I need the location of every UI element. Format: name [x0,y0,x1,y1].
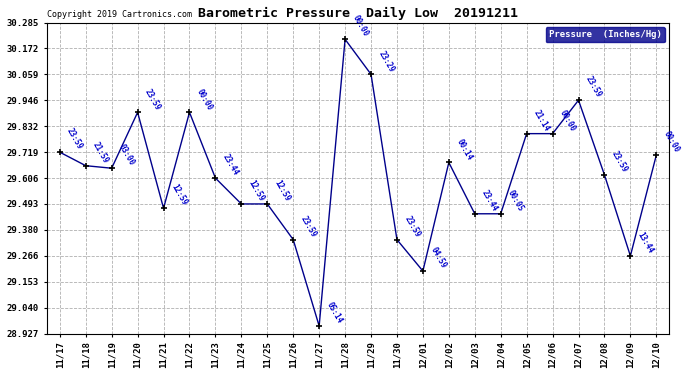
Text: 00:00: 00:00 [558,108,578,133]
Text: 05:14: 05:14 [325,301,344,325]
Text: 12:59: 12:59 [169,183,188,207]
Title: Barometric Pressure  Daily Low  20191211: Barometric Pressure Daily Low 20191211 [198,7,518,20]
Text: 23:59: 23:59 [66,127,85,152]
Text: 23:59: 23:59 [610,150,629,174]
Text: 04:59: 04:59 [428,246,448,270]
Text: 23:59: 23:59 [143,87,163,112]
Legend: Pressure  (Inches/Hg): Pressure (Inches/Hg) [546,27,664,42]
Text: 23:44: 23:44 [221,153,240,177]
Text: 00:05: 00:05 [506,189,526,213]
Text: 23:59: 23:59 [299,214,318,239]
Text: 21:14: 21:14 [532,108,551,133]
Text: 12:59: 12:59 [273,178,292,203]
Text: 03:00: 03:00 [117,143,137,167]
Text: Copyright 2019 Cartronics.com: Copyright 2019 Cartronics.com [47,10,192,20]
Text: 00:00: 00:00 [662,130,681,154]
Text: 00:00: 00:00 [351,14,370,39]
Text: 21:59: 21:59 [91,140,110,165]
Text: 00:00: 00:00 [195,87,215,112]
Text: 00:14: 00:14 [455,137,474,162]
Text: 12:59: 12:59 [247,178,266,203]
Text: 23:59: 23:59 [402,214,422,239]
Text: 23:44: 23:44 [480,189,500,213]
Text: 23:29: 23:29 [377,49,396,74]
Text: 23:59: 23:59 [584,75,604,99]
Text: 13:44: 13:44 [636,231,656,255]
